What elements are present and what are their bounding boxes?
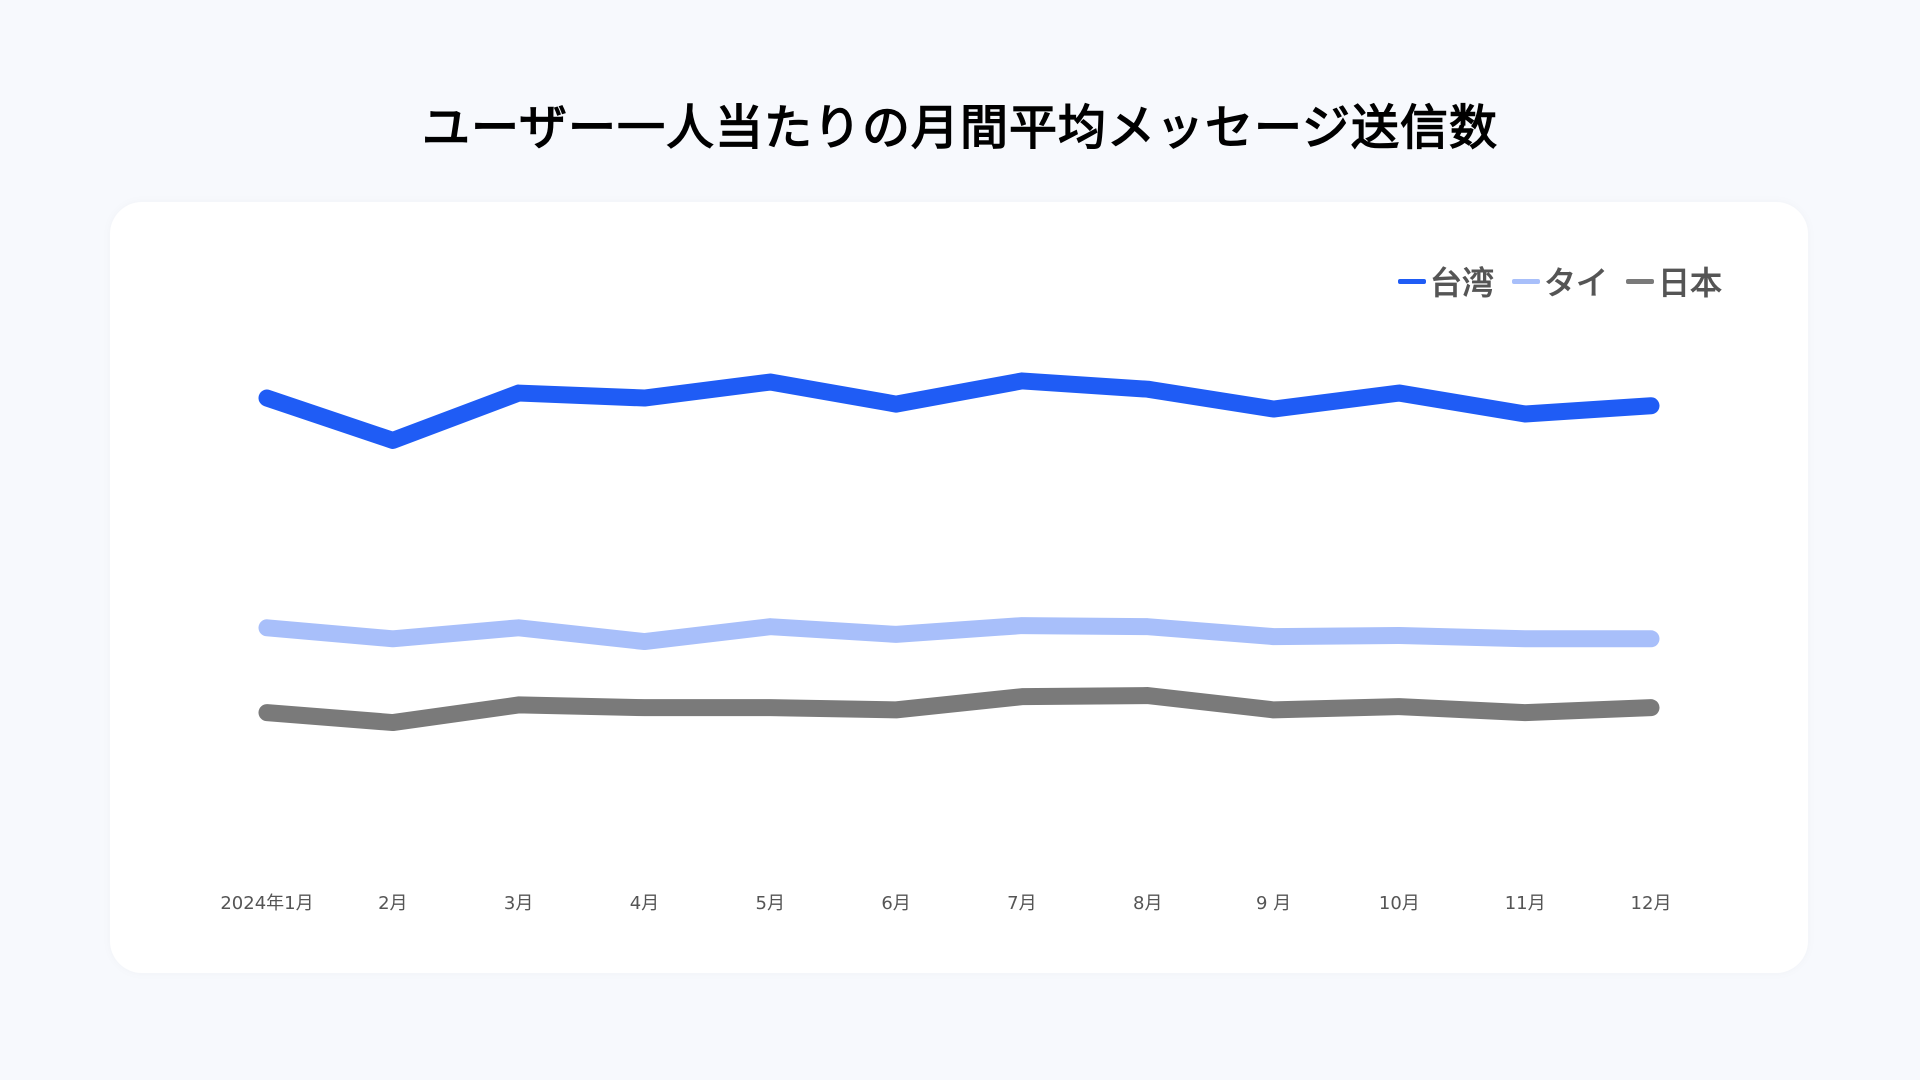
x-tick-label: 2月 (378, 893, 407, 914)
x-tick-label: 12月 (1631, 893, 1672, 914)
legend-item-taiwan[interactable]: 台湾 (1397, 258, 1494, 304)
x-tick-label: 11月 (1505, 893, 1546, 914)
legend-label: 日本 (1657, 264, 1722, 302)
x-tick-label: 4月 (630, 893, 659, 914)
x-tick-label: 10月 (1379, 893, 1420, 914)
legend-swatch (1511, 278, 1540, 284)
legend-label: 台湾 (1429, 264, 1494, 302)
x-tick-label: 2024年1月 (220, 893, 313, 914)
x-tick-label: 9 月 (1256, 893, 1291, 914)
series-line-0 (258, 372, 1660, 449)
series-line-2 (258, 687, 1660, 732)
legend-swatch (1397, 278, 1426, 284)
legend-item-japan[interactable]: 日本 (1625, 258, 1722, 304)
legend-label: タイ (1543, 264, 1608, 302)
x-tick-label: 8月 (1133, 893, 1162, 914)
chart-card (110, 202, 1808, 973)
legend-swatch (1625, 278, 1654, 284)
series-line-1 (258, 617, 1660, 651)
x-tick-label: 7月 (1007, 893, 1036, 914)
x-tick-label: 6月 (881, 893, 910, 914)
x-tick-label: 3月 (504, 893, 533, 914)
legend-item-thailand[interactable]: タイ (1511, 258, 1608, 304)
x-tick-label: 5月 (756, 893, 785, 914)
legend: 台湾 タイ 日本 (1397, 258, 1722, 304)
chart-title: ユーザー一人当たりの月間平均メッセージ送信数 (421, 100, 1499, 156)
